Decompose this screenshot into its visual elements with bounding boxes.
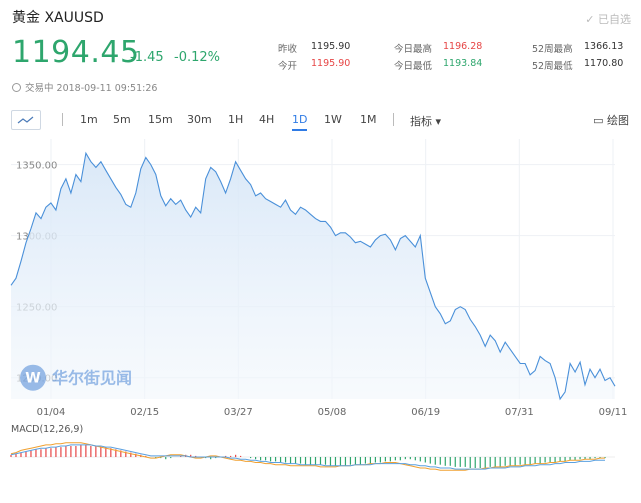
indicator-label: 指标 bbox=[410, 115, 432, 128]
added-label: 已自选 bbox=[598, 13, 631, 26]
watermark-text: 华尔街见闻 bbox=[52, 369, 132, 388]
stat-label: 今日最高 bbox=[394, 44, 433, 55]
line-chart-icon bbox=[17, 116, 34, 124]
stat-label: 52周最高 bbox=[532, 44, 573, 55]
price-area-fill bbox=[11, 153, 615, 399]
price-line bbox=[10, 151, 616, 401]
added-to-watchlist[interactable]: ✓ 已自选 bbox=[585, 11, 631, 27]
interval-1w[interactable]: 1W bbox=[324, 113, 342, 126]
chart-svg: 1350.001300.001250.001200.0001/0402/1503… bbox=[10, 139, 628, 471]
stat-label: 52周最低 bbox=[532, 61, 573, 72]
stat-value: 1193.84 bbox=[443, 58, 483, 69]
price-change-pct: -0.12% bbox=[174, 50, 220, 65]
x-tick-label: 09/11 bbox=[599, 407, 628, 418]
line-chart-toggle[interactable] bbox=[11, 110, 41, 130]
macd-label: MACD(12,26,9) bbox=[11, 424, 83, 435]
status-text: 交易中 2018-09-11 09:51:26 bbox=[25, 83, 158, 94]
x-tick-label: 07/31 bbox=[505, 407, 534, 418]
price-change: -1.45 bbox=[130, 50, 164, 65]
indicator-menu[interactable]: 指标 ▾ bbox=[410, 113, 441, 129]
stat-value: 1366.13 bbox=[584, 41, 624, 52]
interval-15m[interactable]: 15m bbox=[148, 113, 173, 126]
x-tick-label: 06/19 bbox=[411, 407, 440, 418]
draw-icon: ▭ bbox=[593, 114, 607, 127]
stat-value: 1170.80 bbox=[584, 58, 624, 69]
macd-dif-line bbox=[10, 442, 605, 471]
quote-header: 黄金 XAUUSD ✓ 已自选 1194.45 -1.45 -0.12% 昨收 … bbox=[0, 0, 641, 100]
draw-label: 绘图 bbox=[607, 114, 629, 127]
interval-1m[interactable]: 1M bbox=[360, 113, 377, 126]
macd-dea-line bbox=[10, 444, 605, 470]
chart-toolbar: 1m 5m 15m 30m 1H 4H 1D 1W 1M 指标 ▾ ▭ 绘图 bbox=[0, 104, 641, 134]
interval-5m[interactable]: 5m bbox=[113, 113, 131, 126]
stat-value: 1195.90 bbox=[311, 58, 351, 69]
last-price: 1194.45 bbox=[12, 35, 140, 70]
interval-1m[interactable]: 1m bbox=[80, 113, 98, 126]
watermark-logo bbox=[20, 364, 46, 391]
interval-1d[interactable]: 1D bbox=[292, 113, 308, 131]
trading-status: 交易中 2018-09-11 09:51:26 bbox=[12, 80, 157, 94]
stat-label: 昨收 bbox=[278, 44, 298, 55]
toolbar-divider bbox=[62, 113, 63, 126]
watermark-logo-letter: W bbox=[25, 371, 40, 387]
stat-label: 今开 bbox=[278, 61, 298, 72]
clock-icon bbox=[12, 83, 21, 92]
x-tick-label: 05/08 bbox=[318, 407, 347, 418]
x-tick-label: 01/04 bbox=[37, 407, 66, 418]
price-chart[interactable]: 1350.001300.001250.001200.0001/0402/1503… bbox=[0, 139, 641, 499]
instrument-title: 黄金 XAUUSD bbox=[12, 10, 104, 26]
interval-30m[interactable]: 30m bbox=[187, 113, 212, 126]
x-tick-label: 03/27 bbox=[224, 407, 253, 418]
draw-button[interactable]: ▭ 绘图 bbox=[593, 112, 629, 128]
interval-4h[interactable]: 4H bbox=[259, 113, 275, 126]
check-icon: ✓ bbox=[585, 13, 598, 26]
interval-1h[interactable]: 1H bbox=[228, 113, 244, 126]
toolbar-divider bbox=[393, 113, 394, 126]
stat-value: 1195.90 bbox=[311, 41, 351, 52]
stat-label: 今日最低 bbox=[394, 61, 433, 72]
y-tick-label: 1350.00 bbox=[16, 161, 57, 172]
stat-value: 1196.28 bbox=[443, 41, 483, 52]
x-tick-label: 02/15 bbox=[130, 407, 159, 418]
caret-down-icon: ▾ bbox=[435, 115, 442, 128]
